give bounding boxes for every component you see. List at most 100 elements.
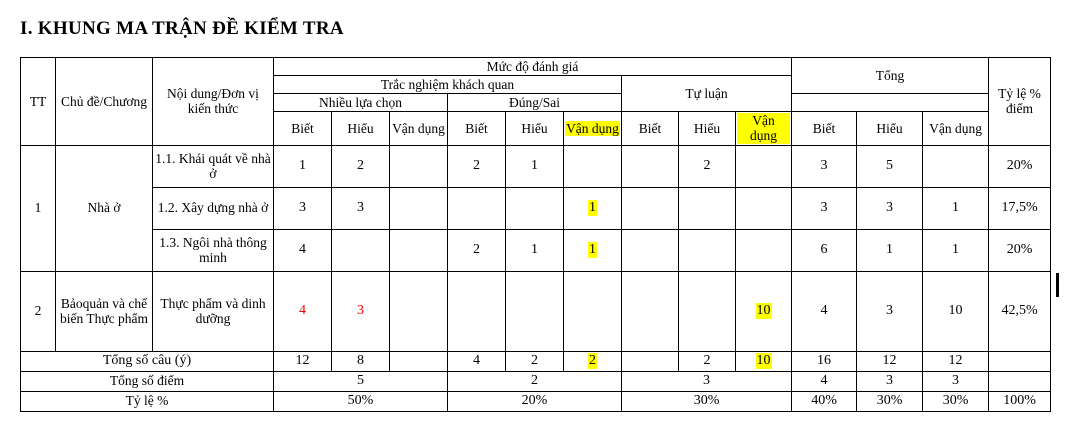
exam-matrix-table: TT Chủ đề/Chương Nội dung/Đơn vị kiến th… (20, 56, 1052, 412)
cell-total-know: 3 (791, 144, 858, 188)
cell-mc-apply (389, 186, 448, 230)
header-es-understand: Hiểu (678, 111, 736, 146)
row-tt: 2 (20, 270, 56, 352)
cell-total-understand: 3 (856, 186, 924, 230)
header-es-apply: Vận dụng (734, 111, 793, 146)
header-multiple-choice: Nhiều lựa chọn (273, 93, 448, 113)
cell-mc-know: 3 (273, 186, 332, 230)
header-tf-understand: Hiểu (505, 111, 564, 146)
header-total-group: Tổng (791, 56, 990, 95)
header-row-leaf: Biết Hiểu Vận dụng Biết Hiểu Vận dụng Bi… (21, 111, 1051, 146)
header-subject: Chủ đề/Chương (55, 57, 153, 146)
cell-mc-understand: 3 (331, 270, 390, 352)
cell-tf-understand (505, 186, 564, 230)
summary-points-total-apply: 3 (922, 370, 990, 392)
cell-tf-apply: 1 (563, 186, 622, 230)
summary-total-know: 16 (791, 350, 858, 372)
header-mc-understand: Hiểu (331, 111, 390, 146)
cell-mc-apply (389, 270, 448, 352)
header-ratio: Tỷ lệ % điểm (988, 57, 1052, 146)
summary-tf-apply: 2 (563, 350, 622, 372)
table-row: 1.2. Xây dựng nhà ở 3 3 1 3 3 1 17,5% (21, 186, 1052, 230)
cell-ratio: 20% (988, 228, 1052, 272)
summary-points-es: 3 (620, 370, 793, 392)
cell-es-apply (734, 186, 793, 230)
table-row: 1.3. Ngôi nhà thông minh 4 2 1 1 6 1 1 2… (21, 228, 1052, 272)
header-es-know: Biết (621, 111, 679, 146)
summary-points-mc: 5 (273, 370, 448, 392)
cell-tf-understand: 1 (505, 228, 564, 272)
cell-es-apply (734, 228, 793, 272)
row-content: 1.1. Khái quát về nhà ở (152, 144, 274, 188)
header-total-know: Biết (791, 111, 858, 146)
cell-tf-know (447, 186, 506, 230)
summary-points-total-know: 4 (791, 370, 858, 392)
summary-mc-understand: 8 (331, 350, 390, 372)
header-essay-group: Tự luận (620, 75, 793, 113)
summary-total-understand: 12 (856, 350, 924, 372)
row-subject: Nhà ở (55, 144, 153, 272)
row-subject: Bảoquản và chế biến Thực phẩm (55, 270, 153, 352)
summary-label-total-points: Tổng số điểm (20, 370, 274, 392)
summary-points-tf: 2 (447, 370, 622, 392)
summary-pct-tf: 20% (447, 390, 622, 412)
cell-ratio: 20% (988, 144, 1052, 188)
cell-total-know: 4 (791, 270, 858, 352)
header-objective-group: Trắc nghiệm khách quan (273, 75, 622, 95)
summary-pct-total-apply: 30% (922, 390, 990, 412)
summary-es-apply: 10 (734, 350, 793, 372)
cell-mc-understand: 2 (331, 144, 390, 188)
cell-tf-know: 2 (447, 144, 506, 188)
cell-tf-understand: 1 (505, 144, 564, 188)
cell-tf-apply (563, 144, 622, 188)
cell-mc-apply (389, 144, 448, 188)
summary-mc-apply (389, 350, 448, 372)
page-title: I. KHUNG MA TRẬN ĐỀ KIỂM TRA (20, 18, 344, 39)
summary-tf-know: 4 (447, 350, 506, 372)
cell-tf-understand (505, 270, 564, 352)
summary-es-know (621, 350, 679, 372)
cell-total-understand: 1 (856, 228, 924, 272)
header-total-apply: Vận dụng (922, 111, 990, 146)
cell-es-know (621, 228, 679, 272)
header-row-question-type: Nhiều lựa chọn Đúng/Sai (21, 93, 1051, 113)
header-level-group: Mức độ đánh giá (272, 56, 793, 77)
summary-pct-mc: 50% (273, 390, 448, 412)
summary-label-total-questions: Tổng số câu (ý) (20, 350, 274, 372)
summary-pct-es: 30% (620, 390, 793, 412)
cell-ratio: 17,5% (988, 186, 1052, 230)
summary-points-total-understand: 3 (856, 370, 924, 392)
exam-matrix-table-container: TT Chủ đề/Chương Nội dung/Đơn vị kiến th… (20, 56, 1052, 412)
row-content: 1.3. Ngôi nhà thông minh (152, 228, 274, 272)
cell-tf-apply (563, 270, 622, 352)
cell-mc-understand (331, 228, 390, 272)
summary-es-understand: 2 (678, 350, 736, 372)
header-tf-apply: Vận dụng (563, 111, 622, 146)
row-content: Thực phẩm và dinh dưỡng (152, 270, 274, 352)
header-total-understand: Hiểu (856, 111, 924, 146)
summary-row-percentage: Tỷ lệ % 50% 20% 30% 40% 30% 30% 100% (20, 390, 1052, 412)
cell-total-apply: 1 (922, 228, 990, 272)
cell-mc-know: 4 (273, 270, 332, 352)
row-content: 1.2. Xây dựng nhà ở (152, 186, 274, 230)
summary-pct-ratio: 100% (988, 390, 1052, 412)
cell-total-understand: 3 (856, 270, 924, 352)
summary-ratio (988, 350, 1052, 372)
cell-es-understand (678, 186, 736, 230)
header-true-false: Đúng/Sai (447, 93, 622, 113)
summary-total-apply: 12 (922, 350, 990, 372)
header-tf-know: Biết (447, 111, 506, 146)
cell-es-know (621, 144, 679, 188)
summary-pct-total-understand: 30% (856, 390, 924, 412)
summary-row-total-points: Tổng số điểm 5 2 3 4 3 3 (20, 370, 1052, 392)
header-tt: TT (20, 57, 56, 146)
summary-tf-understand: 2 (505, 350, 564, 372)
cell-es-apply: 10 (734, 270, 793, 352)
cell-es-understand: 2 (678, 144, 736, 188)
cell-ratio: 42,5% (988, 270, 1052, 352)
cell-total-apply: 10 (922, 270, 990, 352)
cell-total-know: 3 (791, 186, 858, 230)
summary-row-total-questions: Tổng số câu (ý) 12 8 4 2 2 2 10 16 12 12 (20, 350, 1052, 372)
cell-tf-know: 2 (447, 228, 506, 272)
table-row: 1 Nhà ở 1.1. Khái quát về nhà ở 1 2 2 1 … (20, 144, 1052, 272)
